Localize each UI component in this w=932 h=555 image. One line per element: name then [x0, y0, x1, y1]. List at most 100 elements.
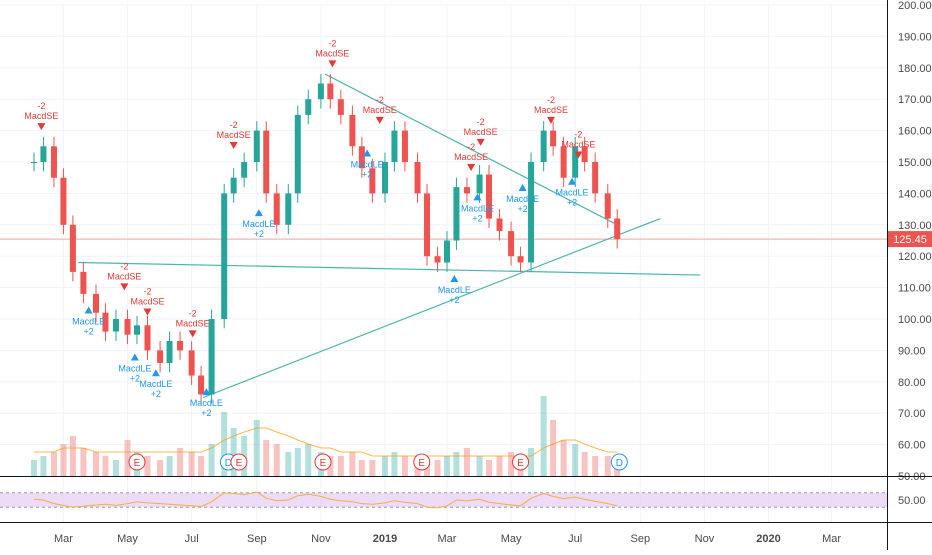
signal-label: MacdLE	[506, 194, 539, 204]
candle-body	[476, 174, 483, 194]
short-arrow-icon	[476, 138, 485, 146]
volume-bar	[221, 412, 228, 476]
candle-body	[285, 193, 292, 225]
price-tick-label: 70.00	[898, 408, 926, 420]
candle-body	[80, 271, 87, 294]
time-tick-label: 2019	[373, 533, 397, 545]
signal-qty: +2	[201, 408, 211, 418]
signal-label: MacdSE	[176, 318, 210, 328]
price-tick-label: 60.00	[898, 440, 926, 452]
volume-bar	[50, 452, 57, 476]
volume-bar	[550, 420, 557, 476]
time-tick-label: May	[501, 533, 522, 545]
signal-label: MacdLE	[118, 364, 151, 374]
volume-bar	[60, 444, 67, 476]
signal-qty: -2	[120, 261, 128, 271]
candle-body	[50, 146, 57, 178]
signal-qty: +2	[151, 389, 161, 399]
event-marker-label: E	[134, 458, 141, 469]
long-arrow-icon	[151, 369, 160, 377]
price-tick-label: 90.00	[898, 345, 926, 357]
signal-label: MacdLE	[438, 285, 471, 295]
event-marker-label: E	[320, 458, 327, 469]
candle-body	[572, 146, 579, 178]
candle-body	[241, 162, 248, 178]
price-tick-label: 80.00	[898, 377, 926, 389]
volume-bar	[540, 396, 547, 476]
price-tick-label: 150.00	[898, 157, 932, 169]
volume-bar	[177, 448, 184, 476]
time-tick-label: 2020	[756, 533, 780, 545]
candle-body	[369, 168, 376, 194]
volume-bar	[80, 448, 87, 476]
signal-qty: +2	[449, 295, 459, 305]
price-tick-label: 160.00	[898, 126, 932, 138]
volume-bar	[349, 452, 356, 476]
event-marker	[128, 453, 146, 471]
time-tick-label: Mar	[54, 533, 73, 545]
volume-bar	[528, 448, 535, 476]
signal-label: MacdSE	[534, 105, 568, 115]
signal-qty: +2	[130, 374, 140, 384]
signal-label: MacdSE	[24, 111, 58, 121]
signal-label: MacdLE	[351, 159, 384, 169]
volume-bar	[31, 460, 37, 476]
volume-bar	[476, 456, 483, 476]
signal-label: MacdLE	[242, 219, 275, 229]
signal-label: MacdSE	[315, 48, 349, 58]
trend-line	[324, 73, 618, 226]
signal-label: MacdSE	[107, 271, 141, 281]
volume-bar	[124, 440, 131, 476]
time-tick-label: Jul	[185, 533, 199, 545]
volume-bar	[305, 444, 312, 476]
candle-body	[273, 193, 280, 225]
volume-bar	[69, 436, 76, 476]
candle-body	[177, 340, 184, 351]
signal-qty: -2	[143, 286, 151, 296]
price-tick-label: 130.00	[898, 220, 932, 232]
signal-label: MacdSE	[217, 130, 251, 140]
time-tick-label: Nov	[311, 533, 331, 545]
volume-bar	[581, 452, 588, 476]
long-arrow-icon	[254, 209, 263, 217]
candle-body	[401, 130, 408, 162]
candle-body	[305, 99, 312, 115]
event-marker-label: D	[225, 458, 232, 469]
price-tick-label: 180.00	[898, 63, 932, 75]
volume-bar	[401, 456, 408, 476]
price-tick-label: 120.00	[898, 251, 932, 263]
time-tick-label: Mar	[438, 533, 457, 545]
short-arrow-icon	[467, 164, 476, 171]
candle-body	[414, 162, 421, 194]
oscillator-pane	[0, 491, 887, 509]
time-tick-label: Mar	[822, 533, 841, 545]
candle-body	[60, 177, 67, 225]
volume-bar	[508, 452, 515, 476]
volume-bar	[453, 452, 460, 476]
time-tick-label: Jul	[568, 533, 582, 545]
signal-qty: -2	[547, 95, 555, 105]
short-arrow-icon	[574, 151, 583, 159]
time-tick-label: May	[117, 533, 138, 545]
event-marker-label: E	[418, 458, 425, 469]
candle-body	[391, 130, 398, 162]
volume-bar	[157, 460, 164, 476]
volume-bar	[112, 460, 119, 476]
price-tick-label: 200.00	[898, 0, 932, 12]
candle-body	[337, 99, 344, 115]
candle-body	[188, 350, 195, 376]
signal-label: MacdLE	[139, 379, 172, 389]
event-marker-label: E	[236, 458, 243, 469]
volume-bar	[592, 456, 599, 476]
price-tick-label: 100.00	[898, 314, 932, 326]
signal-label: MacdSE	[464, 127, 498, 137]
candle-body	[157, 350, 164, 363]
signal-qty: -2	[328, 38, 336, 48]
candle-body	[614, 218, 621, 240]
short-arrow-icon	[328, 60, 337, 68]
candle-body	[550, 130, 557, 147]
event-marker	[512, 453, 530, 471]
